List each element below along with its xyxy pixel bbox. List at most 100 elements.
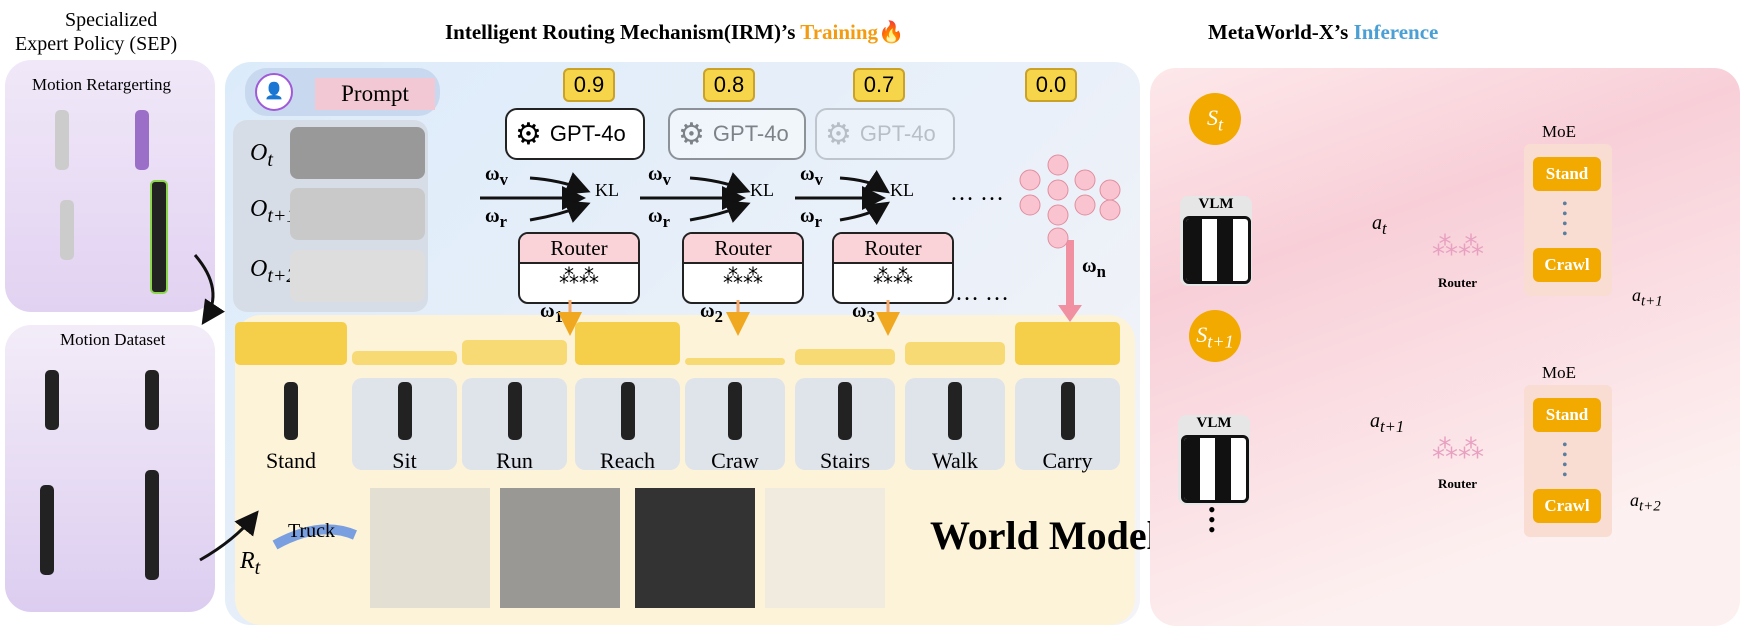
obs-label: Ot (250, 140, 273, 171)
network-icon: ⁂⁂ (723, 266, 763, 288)
vlm-label: VLM (1198, 196, 1234, 212)
scene-frame (765, 488, 885, 608)
vertical-dots: • • • • (1562, 196, 1568, 243)
observation-frame (290, 250, 425, 302)
reward-sub: t (254, 556, 261, 579)
router-box: Router ⁂⁂ (832, 232, 954, 304)
omega-v: ωv (648, 163, 671, 189)
mw-title-inference: Inference (1353, 20, 1439, 44)
action-sub: t+1 (1380, 417, 1405, 436)
expert-stand: Stand (1533, 398, 1601, 432)
omega-r-sub: r (814, 212, 823, 231)
router-net-icon: ⁂⁂ (1432, 232, 1484, 261)
omega-r: ωr (800, 205, 823, 231)
truck-label: Truck (288, 520, 336, 542)
robot-figure (397, 382, 412, 440)
robot-figure (55, 110, 69, 170)
skill-label: Reach (600, 448, 655, 473)
network-icon: ⁂⁂ (873, 266, 913, 288)
irm-title: Intelligent Routing Mechanism(IRM)’s Tra… (445, 20, 904, 45)
robot-figure (728, 382, 742, 440)
state-node: St+1 (1189, 310, 1241, 362)
robot-figure (145, 370, 159, 430)
skill-label: Run (496, 448, 533, 473)
score-badge: 0.7 (853, 68, 905, 102)
robot-figure (1060, 382, 1075, 440)
omega-r: ωr (648, 205, 671, 231)
scene-frame (635, 488, 755, 608)
weight-bar (352, 351, 457, 365)
robot-figure (145, 470, 159, 580)
network-icon: ⁂⁂ (559, 266, 599, 288)
obs-sub: t (267, 148, 273, 171)
weight-bar (685, 358, 785, 365)
weight-bar (905, 342, 1005, 365)
state-sub: t (1217, 114, 1224, 135)
scene-frame (500, 488, 620, 608)
score-badge: 0.0 (1025, 68, 1077, 102)
robot-figure (507, 382, 522, 440)
mw-title: MetaWorld-X’s Inference (1208, 20, 1438, 45)
weight-bar (1015, 322, 1120, 365)
obs-sub: t+1 (267, 204, 297, 227)
kl-label: KL (890, 180, 914, 200)
ellipsis: … … (950, 180, 1004, 206)
vlm-block: VLM (1178, 415, 1250, 505)
user-icon: 👤 (255, 73, 293, 111)
robot-figure (40, 485, 54, 575)
omega-v-sub: v (499, 170, 508, 189)
vertical-dots: • • • • (1562, 437, 1568, 484)
weight-bar (235, 322, 347, 365)
omega-r-sub: r (499, 212, 508, 231)
obs-sub: t+2 (267, 264, 297, 287)
router-label: Router (1438, 275, 1477, 290)
omega-sub: n (1096, 262, 1106, 281)
gpt-label: GPT-4o (549, 121, 626, 146)
robot-figure (948, 382, 962, 440)
skill-label: Stand (265, 448, 317, 473)
vlm-block: VLM (1180, 196, 1252, 286)
router-box: Router ⁂⁂ (682, 232, 804, 304)
irm-title-training: Training (800, 20, 879, 44)
ellipsis: … … (955, 280, 1009, 306)
robot-figure (45, 370, 59, 430)
expert-stand: Stand (1533, 157, 1601, 191)
action-sub: t+1 (1641, 293, 1663, 310)
scene-frame (370, 488, 490, 608)
router-label: Router (834, 234, 952, 264)
skill-label: Stairs (819, 448, 871, 473)
reward-label: Rt (240, 548, 261, 579)
robot-figure (620, 382, 635, 440)
sep-title-line1: Specialized (65, 9, 158, 31)
omega-r-sub: r (662, 212, 671, 231)
omega-v: ωv (485, 163, 508, 189)
gpt-box: ⚙ GPT-4o (505, 108, 645, 160)
dataset-label: Motion Dataset (60, 330, 166, 349)
action-label: at (1372, 212, 1387, 238)
router-net-icon: ⁂⁂ (1432, 435, 1484, 464)
sep-title-line2: Expert Policy (SEP) (15, 33, 178, 55)
checkerboard-icon (1181, 435, 1249, 503)
sep-title: Specialized Expert Policy (SEP) (15, 8, 177, 56)
vlm-label: VLM (1196, 415, 1232, 431)
omega-v: ωv (800, 163, 823, 189)
action-label: at+1 (1370, 410, 1405, 436)
more-ellipsis: • • • (1208, 497, 1216, 542)
action-output: at+1 (1632, 285, 1663, 310)
weight-bar (795, 349, 895, 365)
omega-v-sub: v (814, 170, 823, 189)
skill-label: Walk (932, 448, 978, 473)
gpt-label: GPT-4o (859, 121, 936, 146)
obs-label: Ot+1 (250, 196, 297, 227)
retargeting-label: Motion Retargerting (32, 75, 171, 94)
action-sub: t+2 (1639, 498, 1661, 515)
omega-v-sub: v (662, 170, 671, 189)
omega-sub: 2 (714, 307, 723, 326)
kl-label: KL (595, 180, 619, 200)
neural-net-icon (1019, 154, 1121, 249)
omega-weight: ωn (1082, 255, 1106, 281)
robot-figure (284, 382, 298, 440)
action-sub: t (1382, 219, 1387, 238)
action-output: at+2 (1630, 490, 1661, 515)
weight-bar (462, 340, 567, 365)
